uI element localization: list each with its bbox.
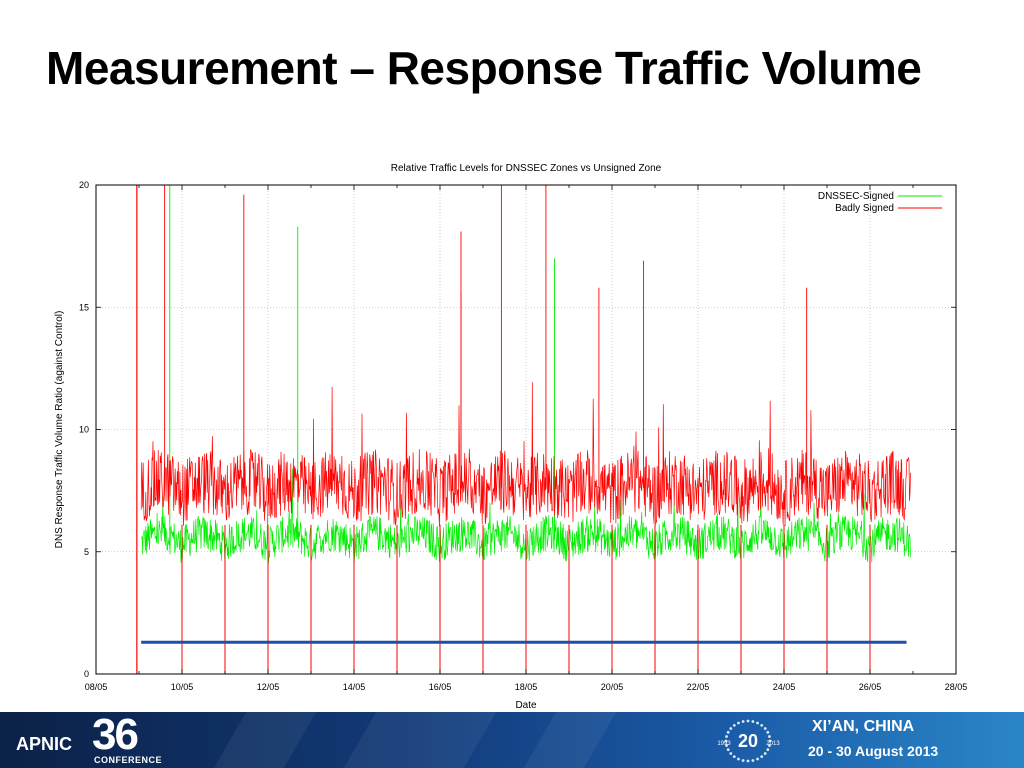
legend: DNSSEC-Signed Badly Signed: [818, 191, 942, 214]
y-tick-label: 20: [79, 180, 89, 190]
chart-svg: 0 5 10 15 20 08/05 10/05 12/05 14/05 16/05 18/05 20…: [54, 163, 967, 711]
x-tick-label: 10/05: [171, 682, 194, 692]
anniversary-dot: [766, 730, 770, 734]
y-tick-label: 0: [84, 669, 89, 679]
anniversary-dot: [760, 723, 764, 727]
ticks: 0 5 10 15 20 08/05 10/05 12/05 14/05 16/05 18/05 20…: [79, 180, 967, 692]
anniversary-dot: [724, 739, 728, 743]
conference-number: 36: [92, 712, 139, 759]
anniversary-dots-ring: [724, 719, 772, 763]
anniversary-dot: [725, 735, 728, 738]
series-layer: [136, 185, 911, 674]
anniversary-end-year: 2013: [766, 741, 780, 747]
anniversary-dot: [768, 739, 772, 743]
x-tick-label: 16/05: [429, 682, 452, 692]
anniversary-dot: [737, 721, 740, 725]
slide-title: Measurement – Response Traffic Volume: [46, 42, 922, 94]
anniversary-dot: [763, 727, 767, 730]
venue: XI’AN, CHINA: [812, 718, 915, 735]
y-tick-label: 15: [79, 302, 89, 312]
anniversary-start-year: 1993: [717, 741, 731, 747]
x-tick-label: 20/05: [601, 682, 624, 692]
chart: 0 5 10 15 20 08/05 10/05 12/05 14/05 16/05 18/05 20…: [50, 156, 974, 712]
x-tick-label: 26/05: [859, 682, 882, 692]
anniversary-dot: [768, 744, 771, 747]
anniversary-dot: [726, 730, 730, 734]
anniversary-dot: [751, 720, 755, 723]
anniversary-dot: [763, 752, 767, 755]
x-tick-label: 14/05: [343, 682, 366, 692]
anniversary-dot: [737, 757, 740, 761]
conference-dates: 20 - 30 August 2013: [808, 743, 939, 759]
anniversary-dot: [746, 759, 750, 763]
x-tick-label: 18/05: [515, 682, 538, 692]
apnic-wordmark: APNIC: [16, 734, 73, 754]
anniversary-dot: [741, 759, 745, 762]
y-tick-label: 10: [79, 425, 89, 435]
anniversary-dot: [729, 752, 733, 755]
x-tick-label: 24/05: [773, 682, 796, 692]
anniversary-number: 20: [738, 731, 758, 751]
anniversary-dot: [760, 755, 764, 759]
anniversary-dot: [725, 744, 728, 747]
anniversary-dot: [746, 719, 750, 723]
chart-title: Relative Traffic Levels for DNSSEC Zones…: [391, 163, 662, 174]
anniversary-dot: [732, 755, 736, 759]
x-tick-label: 28/05: [945, 682, 968, 692]
anniversary-dot: [751, 759, 755, 762]
y-axis-label: DNS Response Traffic Volume Ratio (again…: [54, 311, 65, 549]
anniversary-dot: [766, 748, 770, 752]
legend-label-badly-signed: Badly Signed: [835, 203, 894, 214]
anniversary-logo: 20 1993 2013: [717, 719, 780, 763]
anniversary-dot: [729, 727, 733, 730]
series-line-1: [140, 382, 911, 527]
anniversary-dot: [768, 735, 771, 738]
x-tick-label: 22/05: [687, 682, 710, 692]
x-tick-label: 08/05: [85, 682, 108, 692]
y-tick-label: 5: [84, 547, 89, 557]
anniversary-dot: [741, 720, 745, 723]
footer-banner: APNIC 36 CONFERENCE 20 1993 2013 XI’AN, …: [0, 712, 1024, 768]
x-axis-label: Date: [515, 700, 537, 711]
anniversary-dot: [756, 757, 759, 761]
anniversary-dot: [726, 748, 730, 752]
x-tick-label: 12/05: [257, 682, 280, 692]
conference-label: CONFERENCE: [94, 755, 163, 765]
anniversary-dot: [732, 723, 736, 727]
legend-label-dnssec-signed: DNSSEC-Signed: [818, 191, 894, 202]
anniversary-dot: [756, 721, 759, 725]
